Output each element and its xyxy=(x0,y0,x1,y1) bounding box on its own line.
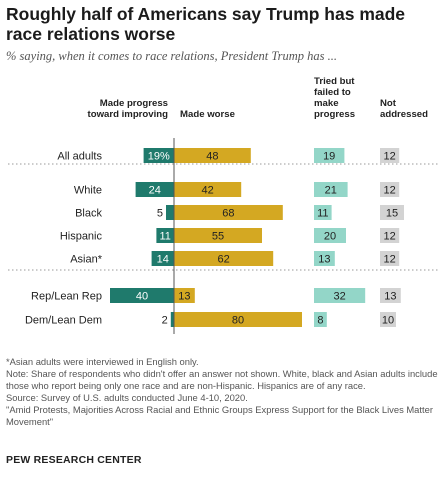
bar-not-addressed-1 xyxy=(380,182,400,197)
header-tried-line-3: progress xyxy=(314,109,355,120)
chart-title: Roughly half of Americans say Trump has … xyxy=(6,4,406,44)
header-not-addressed-line-0: Not xyxy=(380,98,397,109)
chart-subtitle: % saying, when it comes to race relation… xyxy=(6,49,337,63)
note-general: Note: Share of respondents who didn't of… xyxy=(6,368,438,391)
bar-not-addressed-5 xyxy=(380,288,401,303)
bar-tried-1 xyxy=(314,182,348,197)
label-tried-2: 11 xyxy=(317,208,328,220)
bar-not-addressed-0 xyxy=(380,148,400,163)
label-worse-5: 13 xyxy=(178,291,190,303)
bar-worse-1 xyxy=(174,182,242,197)
label-worse-4: 62 xyxy=(217,254,229,266)
header-progress-line-0: Made progress xyxy=(100,98,168,109)
label-worse-2: 68 xyxy=(222,208,234,220)
label-worse-3: 55 xyxy=(212,231,224,243)
bar-progress-1 xyxy=(135,182,174,197)
bar-worse-5 xyxy=(174,288,195,303)
label-not-addressed-1: 12 xyxy=(383,185,395,197)
label-progress-0: 19% xyxy=(148,151,170,163)
label-not-addressed-5: 13 xyxy=(384,291,396,303)
bar-tried-2 xyxy=(314,205,332,220)
label-progress-5: 40 xyxy=(136,291,148,303)
header-worse-line-0: Made worse xyxy=(180,109,235,120)
bar-tried-0 xyxy=(314,148,345,163)
bar-progress-2 xyxy=(166,205,174,220)
bar-progress-3 xyxy=(156,228,174,243)
bar-progress-6 xyxy=(170,312,174,327)
label-tried-3: 20 xyxy=(324,231,336,243)
header-tried-line-1: failed to xyxy=(314,87,351,98)
label-not-addressed-0: 12 xyxy=(383,151,395,163)
label-tried-5: 32 xyxy=(333,291,345,303)
pew-logo-text: PEW RESEARCH CENTER xyxy=(6,454,142,466)
bar-progress-0 xyxy=(143,148,174,163)
bar-worse-4 xyxy=(174,251,274,266)
bar-tried-3 xyxy=(314,228,346,243)
label-tried-6: 8 xyxy=(317,315,323,327)
bar-tried-5 xyxy=(314,288,366,303)
header-tried-line-0: Tried but xyxy=(314,76,355,87)
label-not-addressed-4: 12 xyxy=(383,254,395,266)
label-not-addressed-3: 12 xyxy=(383,231,395,243)
bar-worse-2 xyxy=(174,205,283,220)
bar-progress-4 xyxy=(151,251,174,266)
label-progress-3: 11 xyxy=(159,231,170,243)
label-tried-0: 19 xyxy=(323,151,335,163)
note-asian: *Asian adults were interviewed in Englis… xyxy=(6,356,199,367)
bar-worse-0 xyxy=(174,148,251,163)
category-label-2: Black xyxy=(75,208,102,220)
bar-not-addressed-6 xyxy=(380,312,396,327)
category-label-1: White xyxy=(74,185,102,197)
label-progress-2: 5 xyxy=(157,208,163,220)
header-not-addressed-line-1: addressed xyxy=(380,109,428,120)
label-progress-1: 24 xyxy=(149,185,161,197)
bar-worse-3 xyxy=(174,228,262,243)
label-not-addressed-6: 10 xyxy=(382,315,394,327)
label-tried-4: 13 xyxy=(318,254,330,266)
label-worse-6: 80 xyxy=(232,315,244,327)
bar-tried-4 xyxy=(314,251,335,266)
category-label-3: Hispanic xyxy=(60,231,103,243)
label-tried-1: 21 xyxy=(325,185,337,197)
label-progress-6: 2 xyxy=(162,315,168,327)
note-report-title: "Amid Protests, Majorities Across Racial… xyxy=(6,404,433,427)
bar-worse-6 xyxy=(174,312,302,327)
bar-not-addressed-2 xyxy=(380,205,404,220)
label-worse-1: 42 xyxy=(201,185,213,197)
label-not-addressed-2: 15 xyxy=(386,208,398,220)
category-label-0: All adults xyxy=(57,151,102,163)
category-label-4: Asian* xyxy=(70,254,103,266)
label-progress-4: 14 xyxy=(157,254,169,266)
bar-progress-5 xyxy=(110,288,174,303)
category-label-5: Rep/Lean Rep xyxy=(31,291,102,303)
bar-not-addressed-4 xyxy=(380,251,400,266)
header-progress-line-1: toward improving xyxy=(88,109,169,120)
header-tried-line-2: make xyxy=(314,98,339,109)
category-label-6: Dem/Lean Dem xyxy=(25,315,102,327)
note-source: Source: Survey of U.S. adults conducted … xyxy=(6,392,248,403)
label-worse-0: 48 xyxy=(206,151,218,163)
chart-notes: *Asian adults were interviewed in Englis… xyxy=(6,356,442,428)
bar-tried-6 xyxy=(314,312,327,327)
bar-not-addressed-3 xyxy=(380,228,400,243)
